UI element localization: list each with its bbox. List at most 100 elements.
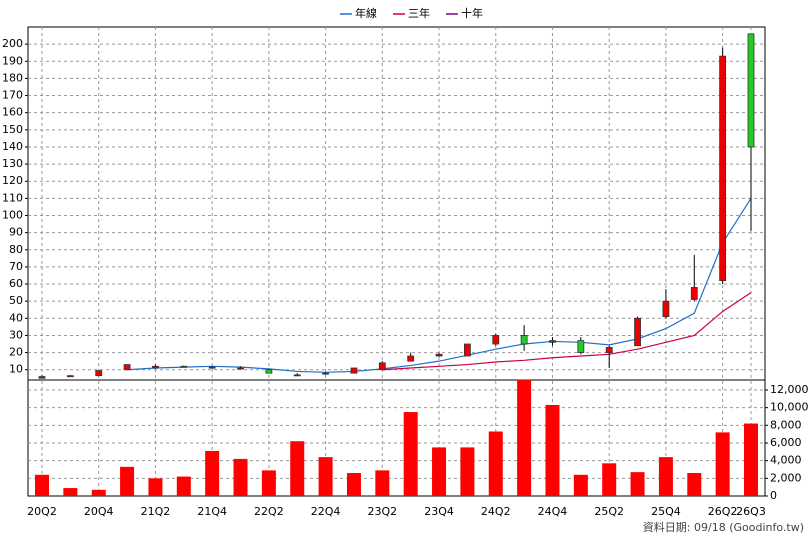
x-tick-label: 22Q4 [311, 505, 341, 518]
y-tick-label: 160 [2, 106, 23, 119]
x-tick-label: 20Q2 [27, 505, 57, 518]
volume-bar [630, 472, 645, 496]
volume-bar [63, 488, 78, 496]
y-tick-label: 60 [9, 277, 23, 290]
candle-body [38, 376, 46, 379]
x-tick-label: 20Q4 [84, 505, 114, 518]
footnote: 資料日期: 09/18 (Goodinfo.tw) [643, 520, 804, 534]
y-tick-label: 180 [2, 71, 23, 84]
y2-tick-label: 4,000 [770, 454, 802, 467]
x-tick-label: 24Q4 [538, 505, 568, 518]
candle-body [293, 374, 301, 377]
x-tick-label: 25Q2 [594, 505, 624, 518]
volume-bar [375, 470, 390, 496]
y2-tick-label: 8,000 [770, 418, 802, 431]
candle-body [605, 347, 613, 353]
candle-body [549, 340, 556, 343]
y-tick-label: 130 [2, 157, 23, 170]
volume-bar [233, 458, 248, 496]
candle-body [66, 375, 74, 378]
price-frame [27, 26, 766, 381]
y-tick-label: 70 [9, 260, 23, 273]
y2-tick-label: 10,000 [770, 401, 808, 414]
candle-body [95, 370, 103, 377]
volume-bar [715, 432, 730, 496]
volume-bar [148, 478, 163, 496]
volume-bar [91, 489, 106, 496]
candle-body [407, 355, 415, 362]
y-tick-label: 40 [9, 311, 23, 324]
y-tick-label: 170 [2, 89, 23, 102]
y-tick-label: 200 [2, 37, 23, 50]
volume-bar [318, 457, 333, 496]
candle-body [322, 372, 330, 375]
volume-bar [545, 405, 560, 496]
y-tick-label: 50 [9, 294, 23, 307]
y2-tick-label: 2,000 [770, 471, 802, 484]
y-tick-label: 20 [9, 346, 23, 359]
volume-bar [205, 450, 220, 496]
x-tick-label: 23Q4 [424, 505, 454, 518]
volume-bar [460, 447, 475, 496]
y2-tick-label: 0 [770, 489, 777, 502]
candle-body [463, 343, 471, 357]
candle-body [123, 364, 131, 371]
candle-body [350, 367, 358, 374]
y2-tick-label: 12,000 [770, 383, 808, 396]
candle-body [378, 362, 386, 371]
candle-body [492, 335, 500, 345]
x-tick-label: 21Q2 [141, 505, 171, 518]
x-tick-label: 25Q4 [651, 505, 681, 518]
y-tick-label: 80 [9, 243, 23, 256]
y-tick-label: 120 [2, 174, 23, 187]
legend-label: 年線 [355, 6, 377, 20]
volume-bar [346, 473, 361, 496]
volume-frame [27, 379, 766, 497]
legend-label: 十年 [461, 6, 483, 20]
volume-bar [120, 466, 135, 496]
x-tick-label: 26Q2 [708, 505, 738, 518]
y-tick-label: 10 [9, 363, 23, 376]
line-series [127, 198, 752, 373]
volume-bar [176, 476, 191, 496]
y-tick-label: 190 [2, 54, 23, 67]
volume-bar [687, 473, 702, 496]
volume-bar [573, 474, 588, 496]
volume-bar [35, 474, 49, 496]
y-tick-label: 100 [2, 208, 23, 221]
volume-bar [517, 379, 532, 496]
y-tick-label: 30 [9, 328, 23, 341]
x-tick-label: 23Q2 [367, 505, 397, 518]
x-tick-label: 21Q4 [197, 505, 227, 518]
volume-bar [658, 457, 673, 496]
x-tick-label: 24Q2 [481, 505, 511, 518]
x-tick-label: 26Q3 [736, 505, 766, 518]
y2-tick-label: 6,000 [770, 436, 802, 449]
candle-body [520, 335, 528, 345]
volume-bar [602, 463, 617, 496]
candle-body [180, 365, 188, 368]
line-series [382, 292, 752, 371]
candle-body [237, 367, 244, 370]
candle-body [690, 287, 698, 300]
y-tick-label: 110 [2, 191, 23, 204]
candle-body [152, 365, 159, 369]
y-tick-label: 140 [2, 140, 23, 153]
volume-bar [744, 423, 758, 496]
candle-body [719, 55, 727, 282]
legend-label: 三年 [408, 6, 430, 20]
candle-body [634, 317, 641, 347]
candle-body [577, 340, 585, 353]
volume-bar [403, 412, 418, 496]
y-tick-label: 90 [9, 226, 23, 239]
volume-bar [488, 431, 503, 496]
candle-body [435, 353, 443, 357]
candle-body [747, 33, 755, 148]
volume-bar [432, 447, 447, 496]
candle-body [662, 300, 670, 317]
candle-body [208, 366, 216, 369]
y-tick-label: 150 [2, 123, 23, 136]
volume-bar [290, 441, 305, 496]
